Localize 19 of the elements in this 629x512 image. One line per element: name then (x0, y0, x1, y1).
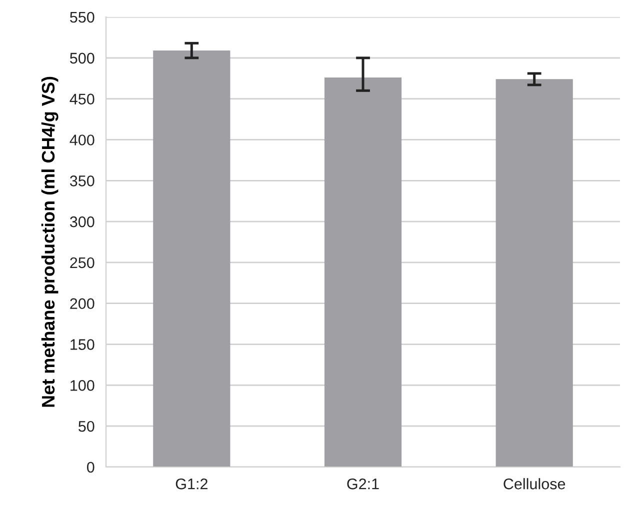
y-tick-label: 250 (70, 257, 94, 268)
y-tick-label: 350 (70, 176, 94, 186)
y-tick-label: 50 (78, 420, 94, 432)
bar (153, 50, 230, 467)
x-tick-label: G1:2 (176, 478, 208, 490)
y-tick-label: 100 (70, 380, 94, 391)
y-tick-label: 300 (70, 216, 94, 228)
x-tick-label: Cellulose (504, 478, 566, 490)
x-tick-label: G2:1 (347, 478, 379, 490)
bar (324, 78, 402, 467)
y-tick-label: 500 (70, 52, 94, 64)
y-tick-label: 0 (86, 462, 94, 473)
y-tick-label: 450 (70, 94, 94, 105)
y-tick-label: 400 (70, 134, 94, 146)
y-tick-label: 200 (70, 298, 94, 310)
bar (496, 79, 573, 467)
y-axis-title: Net methane production (ml CH4/g VS) (41, 76, 58, 407)
y-tick-label: 150 (70, 339, 94, 350)
y-tick-label: 550 (70, 12, 94, 23)
